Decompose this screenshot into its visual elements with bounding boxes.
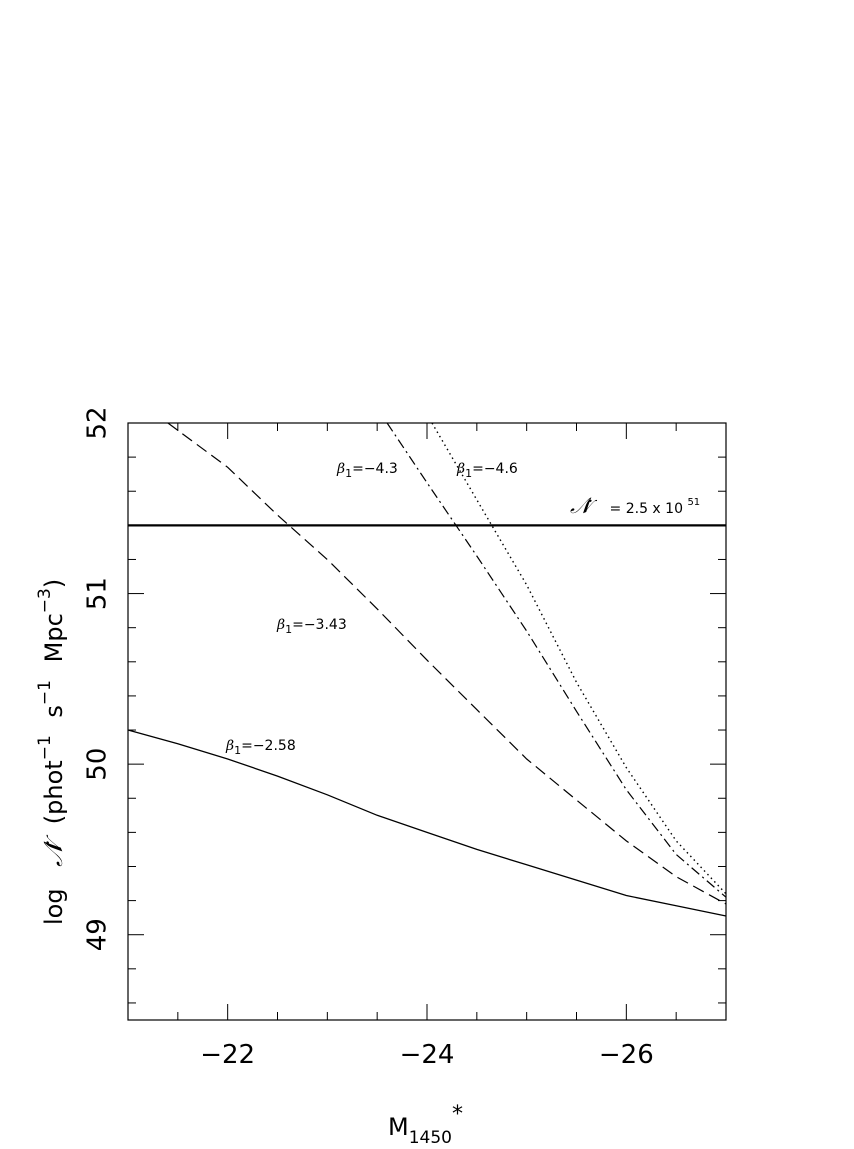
beta-symbol: β — [276, 617, 285, 633]
x-axis-title-subscript: 1450 — [409, 1128, 452, 1148]
beta-symbol: β — [225, 738, 234, 754]
x-axis-title-superscript: * — [452, 1102, 463, 1127]
beta-subscript: 1 — [465, 467, 472, 480]
series-label-beta-2-58: β1=−2.58 — [225, 738, 296, 757]
series-value: =−4.3 — [352, 461, 398, 477]
beta-symbol: β — [456, 461, 465, 477]
y-axis-title: log 𝒩̇ (phot−1 s−1 Mpc−3) — [28, 579, 69, 925]
y-axis-title-mpc: Mpc — [40, 613, 68, 662]
y-axis-title-log: log — [40, 888, 68, 925]
series-line-dashdot — [386, 422, 727, 898]
axes-layer: −22 −24 −26 49 50 51 52 — [83, 406, 727, 1070]
x-tick-label: −26 — [599, 1040, 654, 1070]
y-axis-title-paren-close: ) — [40, 579, 68, 588]
y-axis-title-paren-open: ( — [40, 815, 68, 824]
x-axis-title-base: M — [388, 1113, 409, 1141]
x-axis-title: M1450* — [388, 1102, 463, 1148]
x-tick-label: −22 — [200, 1040, 255, 1070]
x-tick-label: −24 — [400, 1040, 455, 1070]
series-label-beta-3-43: β1=−3.43 — [276, 617, 347, 636]
beta-subscript: 1 — [234, 744, 241, 757]
reference-symbol: 𝒩̇ — [570, 494, 598, 519]
series-value: =−4.6 — [472, 461, 518, 477]
y-axis-title-phot: phot — [40, 760, 68, 815]
y-tick-label: 50 — [83, 748, 113, 781]
y-tick-label: 51 — [83, 577, 113, 610]
y-axis-title-phot-exp: −1 — [35, 735, 55, 760]
reference-exponent: 51 — [687, 497, 700, 508]
series-value: =−3.43 — [292, 617, 347, 633]
series-label-beta-4-6: β1=−4.6 — [456, 461, 518, 480]
y-axis-title-symbol: 𝒩̇ — [39, 834, 69, 867]
y-tick-label: 49 — [83, 918, 113, 951]
series-label-beta-4-3: β1=−4.3 — [336, 461, 398, 480]
y-axis-title-s: s — [40, 705, 68, 718]
series-line-dashed — [167, 422, 727, 905]
series-value: =−2.58 — [241, 738, 296, 754]
y-tick-label: 52 — [83, 406, 113, 439]
y-axis-title-mpc-exp: −3 — [35, 588, 55, 613]
y-axis-title-s-exp: −1 — [35, 680, 55, 705]
reference-line-label: 𝒩̇ = 2.5 x 10 51 — [570, 494, 700, 519]
beta-symbol: β — [336, 461, 345, 477]
series-layer — [127, 422, 727, 917]
beta-subscript: 1 — [285, 623, 292, 636]
series-line-solid — [127, 729, 727, 917]
reference-text: = 2.5 x 10 — [610, 501, 683, 517]
beta-subscript: 1 — [345, 467, 352, 480]
